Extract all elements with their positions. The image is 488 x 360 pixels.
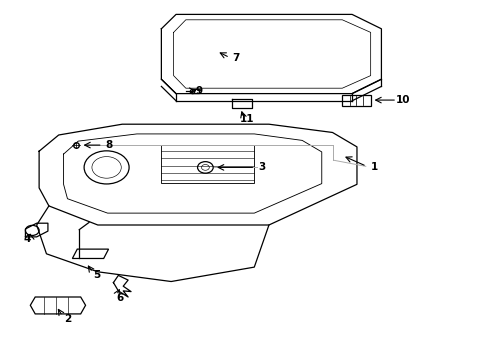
Text: 8: 8 [105,140,112,150]
Text: 2: 2 [64,314,71,324]
Text: 10: 10 [395,95,410,105]
Text: 1: 1 [370,162,377,172]
Text: 6: 6 [116,293,123,303]
Text: 9: 9 [196,86,203,96]
Text: 5: 5 [93,270,100,280]
Text: 11: 11 [239,114,254,124]
Text: 7: 7 [232,53,240,63]
Text: 4: 4 [23,234,31,244]
Text: 3: 3 [258,162,264,172]
